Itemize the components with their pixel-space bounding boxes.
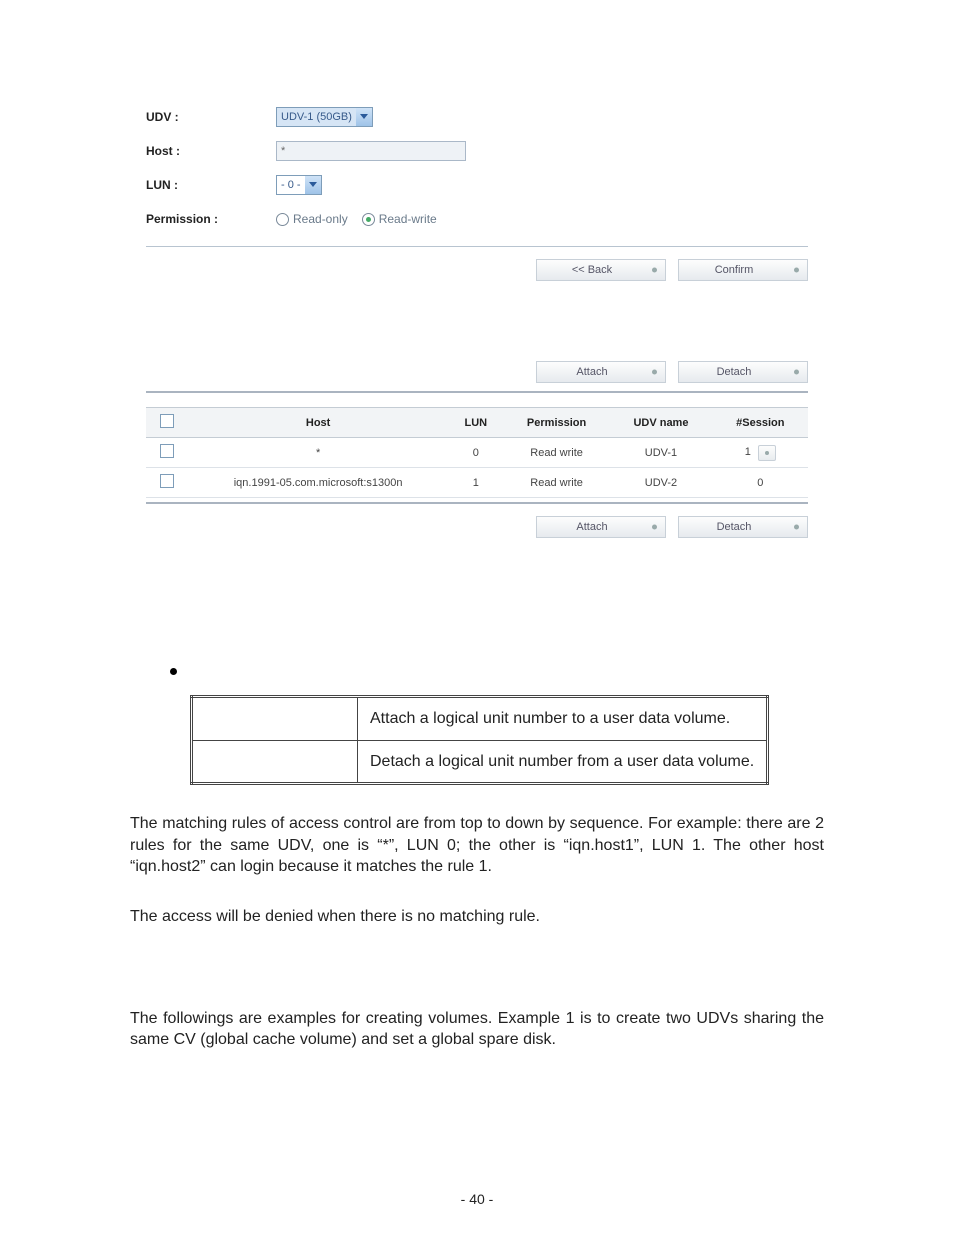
radio-icon	[276, 213, 289, 226]
session-detail-button[interactable]	[758, 445, 776, 461]
udv-select-value: UDV-1 (50GB)	[277, 108, 356, 126]
cell-lun: 0	[448, 438, 504, 468]
dot-icon	[794, 370, 799, 375]
cell-host: iqn.1991-05.com.microsoft:s1300n	[189, 468, 448, 498]
desc-cell-left	[192, 740, 358, 784]
col-udv: UDV name	[609, 408, 712, 438]
udv-label: UDV :	[146, 110, 276, 124]
desc-cell-detach: Detach a logical unit number from a user…	[358, 740, 768, 784]
cell-session: 0	[713, 468, 808, 498]
confirm-button-label: Confirm	[715, 264, 772, 276]
back-button[interactable]: << Back	[536, 259, 666, 281]
cell-session: 1	[713, 438, 808, 468]
detach-button-label: Detach	[717, 521, 770, 533]
permission-readwrite-label: Read-write	[379, 212, 437, 226]
select-all-checkbox[interactable]	[160, 414, 174, 428]
col-host: Host	[189, 408, 448, 438]
desc-cell-attach: Attach a logical unit number to a user d…	[358, 697, 768, 741]
col-permission: Permission	[504, 408, 609, 438]
permission-readonly-label: Read-only	[293, 212, 348, 226]
permission-readonly-radio[interactable]: Read-only	[276, 212, 348, 226]
lun-select-value: - 0 -	[277, 176, 305, 194]
cell-udv: UDV-2	[609, 468, 712, 498]
dot-icon	[652, 370, 657, 375]
lun-label: LUN :	[146, 178, 276, 192]
host-label: Host :	[146, 144, 276, 158]
paragraph: The matching rules of access control are…	[130, 813, 824, 878]
divider	[146, 502, 808, 504]
dot-icon	[794, 268, 799, 273]
col-lun: LUN	[448, 408, 504, 438]
row-checkbox[interactable]	[160, 474, 174, 488]
divider	[146, 246, 808, 247]
page-number: - 40 -	[0, 1191, 954, 1207]
permission-readwrite-radio[interactable]: Read-write	[362, 212, 437, 226]
cell-permission: Read write	[504, 438, 609, 468]
cell-host: *	[189, 438, 448, 468]
host-input-value: *	[281, 145, 285, 157]
divider	[146, 391, 808, 393]
confirm-button[interactable]: Confirm	[678, 259, 808, 281]
detach-button-top[interactable]: Detach	[678, 361, 808, 383]
cell-lun: 1	[448, 468, 504, 498]
body-text: Attach a logical unit number to a user d…	[130, 668, 824, 1051]
dot-icon	[794, 525, 799, 530]
udv-select[interactable]: UDV-1 (50GB)	[276, 107, 373, 127]
detach-button-label: Detach	[717, 366, 770, 378]
table-row: * 0 Read write UDV-1 1	[146, 438, 808, 468]
host-input[interactable]: *	[276, 141, 466, 161]
lun-table-panel: Attach Detach Host LUN Permission UDV na…	[146, 361, 808, 538]
lun-attach-form: UDV : UDV-1 (50GB) Host : * LUN : - 0 -	[146, 100, 808, 281]
radio-checked-icon	[362, 213, 375, 226]
cell-udv: UDV-1	[609, 438, 712, 468]
chevron-down-icon	[356, 108, 372, 126]
col-session: #Session	[713, 408, 808, 438]
table-row: iqn.1991-05.com.microsoft:s1300n 1 Read …	[146, 468, 808, 498]
attach-button-bottom[interactable]: Attach	[536, 516, 666, 538]
attach-button-label: Attach	[576, 366, 625, 378]
bullet-icon	[170, 668, 177, 675]
dot-icon	[765, 451, 769, 455]
detach-button-bottom[interactable]: Detach	[678, 516, 808, 538]
back-button-label: << Back	[572, 264, 630, 276]
description-table: Attach a logical unit number to a user d…	[190, 695, 769, 785]
bullet-item	[170, 668, 824, 675]
attach-button-label: Attach	[576, 521, 625, 533]
cell-permission: Read write	[504, 468, 609, 498]
lun-select[interactable]: - 0 -	[276, 175, 322, 195]
lun-table: Host LUN Permission UDV name #Session * …	[146, 407, 808, 498]
attach-button-top[interactable]: Attach	[536, 361, 666, 383]
permission-label: Permission :	[146, 212, 276, 226]
desc-cell-left	[192, 697, 358, 741]
paragraph: The followings are examples for creating…	[130, 1008, 824, 1051]
dot-icon	[652, 268, 657, 273]
chevron-down-icon	[305, 176, 321, 194]
row-checkbox[interactable]	[160, 444, 174, 458]
dot-icon	[652, 525, 657, 530]
paragraph: The access will be denied when there is …	[130, 906, 824, 928]
